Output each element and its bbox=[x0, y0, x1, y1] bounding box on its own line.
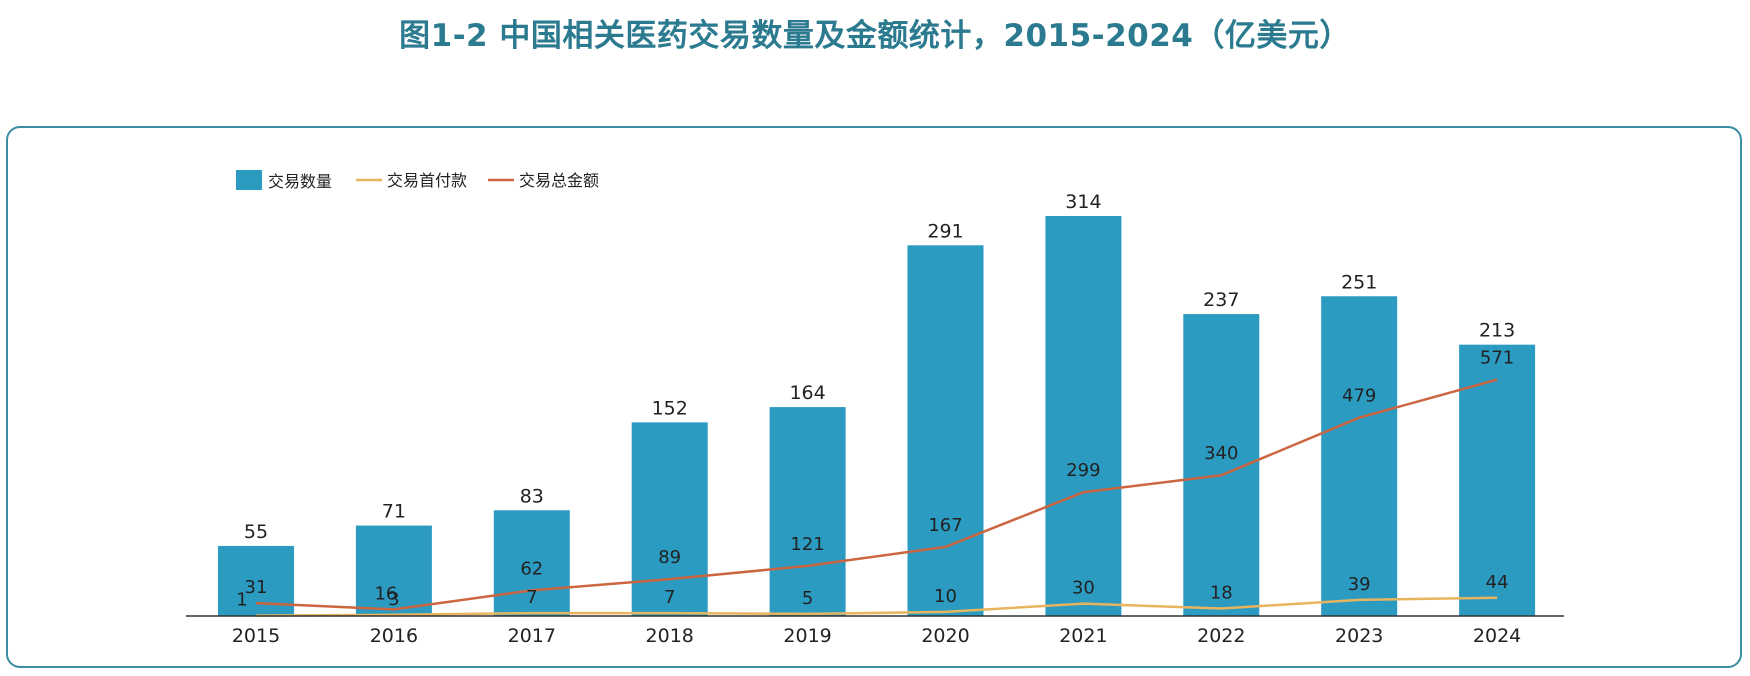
bar-value-label-2022: 237 bbox=[1203, 289, 1239, 311]
bar-value-label-2023: 251 bbox=[1341, 271, 1377, 293]
bars bbox=[218, 216, 1536, 616]
upfront-value-label-2022: 18 bbox=[1210, 583, 1233, 604]
x-tick-label-2019: 2019 bbox=[783, 625, 831, 647]
bar-value-label-2024: 213 bbox=[1479, 320, 1515, 342]
total-value-label-2024: 571 bbox=[1480, 348, 1514, 369]
legend-swatch-bar bbox=[236, 170, 262, 190]
upfront-value-label-2019: 5 bbox=[802, 588, 813, 609]
data-labels: 55 71 83 152 164 291 314 237 251 213 1 3 7 7 5 10 30 18 39… bbox=[236, 191, 1515, 611]
total-value-label-2020: 167 bbox=[928, 515, 962, 536]
total-value-label-2023: 479 bbox=[1342, 386, 1376, 407]
bar-2018 bbox=[631, 422, 708, 616]
total-value-label-2022: 340 bbox=[1204, 443, 1238, 464]
x-tick-label-2021: 2021 bbox=[1059, 625, 1107, 647]
x-tick-label-2024: 2024 bbox=[1473, 625, 1521, 647]
total-value-label-2021: 299 bbox=[1066, 460, 1100, 481]
x-tick-label-2017: 2017 bbox=[508, 625, 556, 647]
total-value-label-2018: 89 bbox=[658, 547, 681, 568]
bar-2019 bbox=[769, 407, 846, 616]
upfront-line bbox=[255, 596, 1498, 617]
x-tick-label-2015: 2015 bbox=[232, 625, 280, 647]
page-title: 图1-2 中国相关医药交易数量及金额统计，2015-2024（亿美元） bbox=[399, 18, 1351, 54]
bar-value-label-2015: 55 bbox=[244, 521, 268, 543]
upfront-value-label-2024: 44 bbox=[1486, 572, 1509, 593]
upfront-value-label-2023: 39 bbox=[1348, 574, 1371, 595]
total-value-label-2017: 62 bbox=[520, 558, 543, 579]
bar-value-label-2020: 291 bbox=[927, 220, 963, 242]
x-tick-label-2022: 2022 bbox=[1197, 625, 1245, 647]
x-axis: 2015 2016 2017 2018 2019 2020 2021 2022 2023 2024 bbox=[186, 615, 1564, 647]
total-line bbox=[255, 378, 1498, 611]
upfront-value-label-2021: 30 bbox=[1072, 578, 1095, 599]
bar-value-label-2017: 83 bbox=[520, 485, 544, 507]
bar-value-label-2016: 71 bbox=[382, 501, 406, 523]
legend-label-total: 交易总金额 bbox=[519, 171, 599, 190]
bar-2023 bbox=[1321, 296, 1398, 616]
bar-2017 bbox=[493, 510, 570, 616]
upfront-value-label-2017: 7 bbox=[526, 587, 537, 608]
upfront-value-label-2020: 10 bbox=[934, 586, 957, 607]
bar-2016 bbox=[355, 525, 432, 616]
upfront-value-label-2016: 3 bbox=[388, 589, 399, 610]
x-tick-label-2020: 2020 bbox=[921, 625, 969, 647]
bar-2024 bbox=[1459, 344, 1536, 616]
legend-label-upfront: 交易首付款 bbox=[387, 171, 467, 190]
total-value-label-2015: 31 bbox=[245, 577, 268, 598]
total-value-label-2016: 16 bbox=[374, 583, 397, 604]
bar-value-label-2019: 164 bbox=[789, 382, 825, 404]
bar-value-label-2021: 314 bbox=[1065, 191, 1101, 213]
upfront-value-label-2018: 7 bbox=[664, 587, 675, 608]
x-tick-label-2016: 2016 bbox=[370, 625, 418, 647]
upfront-value-label-2015: 1 bbox=[236, 590, 247, 611]
bar-2020 bbox=[907, 245, 984, 616]
chart-frame bbox=[6, 126, 1742, 668]
total-value-label-2019: 121 bbox=[790, 534, 824, 555]
bar-2021 bbox=[1045, 216, 1122, 616]
legend: 交易数量 交易首付款 交易总金额 bbox=[236, 170, 599, 191]
x-tick-label-2023: 2023 bbox=[1335, 625, 1383, 647]
lines bbox=[255, 378, 1498, 617]
bar-value-label-2018: 152 bbox=[652, 397, 688, 419]
legend-label-bar: 交易数量 bbox=[268, 172, 332, 191]
x-tick-label-2018: 2018 bbox=[646, 625, 694, 647]
